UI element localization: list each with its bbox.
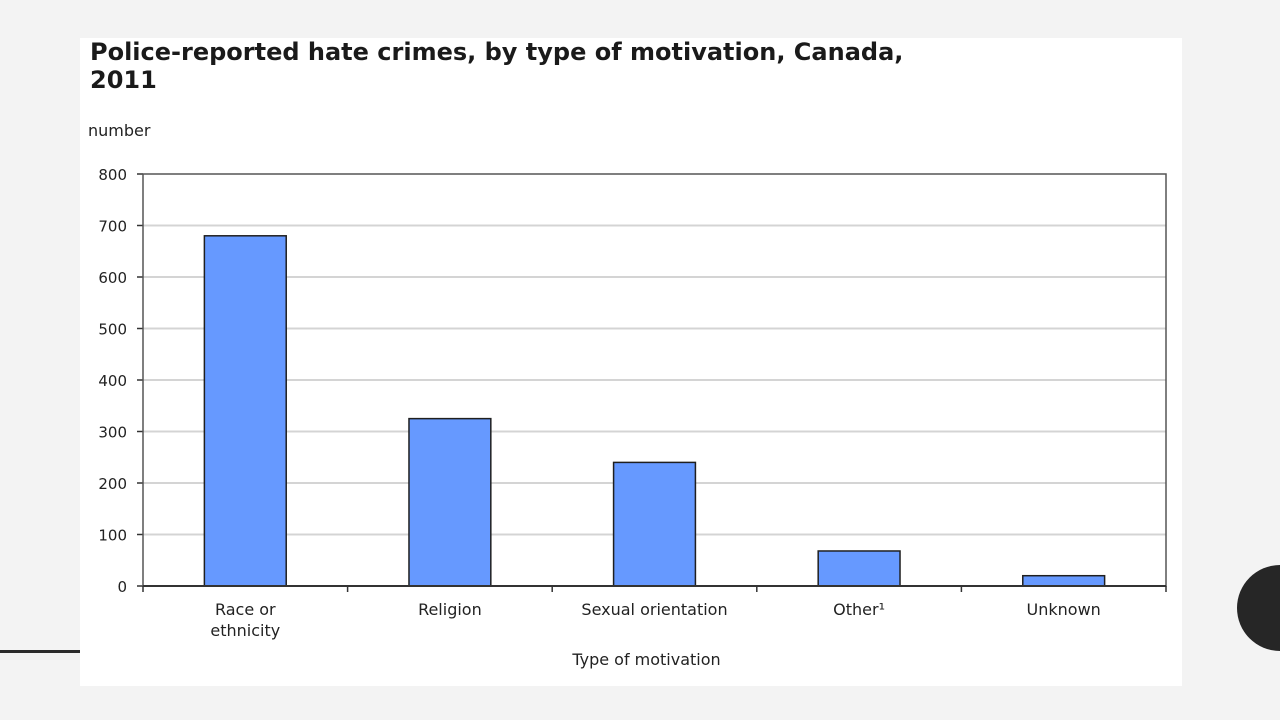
y-tick-label: 0 (117, 578, 127, 596)
chart-title: Police-reported hate crimes, by type of … (90, 38, 904, 94)
bar-chart: 0 100 200 300 400 500 600 700 800 Race or ethnicit… (98, 166, 1167, 669)
category-label: Other¹ (833, 600, 885, 619)
x-axis-title: Type of motivation (571, 650, 720, 669)
bar (1022, 574, 1106, 587)
category-label: ethnicity (210, 621, 280, 640)
y-tick-label: 200 (98, 475, 127, 493)
decorative-line (0, 650, 80, 653)
bar (817, 550, 901, 587)
y-tick-label: 100 (98, 527, 127, 545)
chart-card: Police-reported hate crimes, by type of … (80, 38, 1182, 686)
y-tick-label: 700 (98, 218, 127, 236)
category-label: Sexual orientation (581, 600, 727, 619)
bar (203, 235, 287, 587)
category-label: Religion (418, 600, 482, 619)
bar (408, 417, 492, 587)
y-tick-label: 300 (98, 424, 127, 442)
y-axis-unit-label: number (88, 121, 151, 140)
y-tick-label: 800 (98, 166, 127, 184)
decorative-circle (1237, 565, 1280, 651)
category-label: Unknown (1027, 600, 1101, 619)
y-tick-label: 600 (98, 269, 127, 287)
y-tick-label: 400 (98, 372, 127, 390)
bar (612, 461, 697, 587)
category-label: Race or (215, 600, 276, 619)
y-tick-label: 500 (98, 321, 127, 339)
